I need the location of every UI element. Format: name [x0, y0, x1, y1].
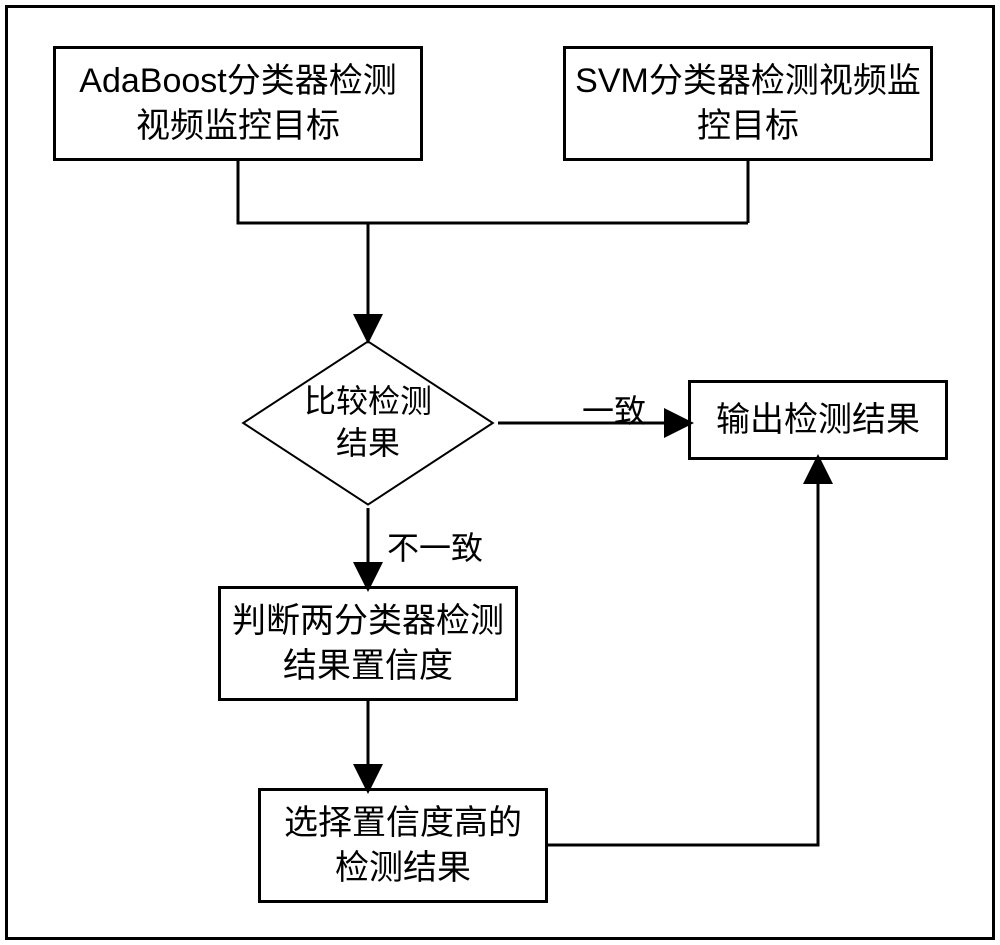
node-compare-label: 比较检测 结果	[304, 381, 432, 464]
node-select: 选择置信度高的检测结果	[258, 788, 548, 903]
node-confidence-label: 判断两分类器检测结果置信度	[229, 599, 507, 687]
node-select-label: 选择置信度高的检测结果	[269, 801, 537, 889]
edge-label-inconsistent: 不一致	[383, 523, 487, 569]
node-adaboost: AdaBoost分类器检测视频监控目标	[53, 46, 423, 161]
node-compare: 比较检测 结果	[238, 338, 498, 508]
outer-frame: AdaBoost分类器检测视频监控目标 SVM分类器检测视频监控目标 比较检测 …	[5, 5, 995, 940]
node-confidence: 判断两分类器检测结果置信度	[218, 586, 518, 701]
node-output: 输出检测结果	[688, 380, 948, 460]
node-svm: SVM分类器检测视频监控目标	[563, 46, 933, 161]
node-svm-label: SVM分类器检测视频监控目标	[574, 59, 922, 147]
node-output-label: 输出检测结果	[716, 398, 920, 442]
node-adaboost-label: AdaBoost分类器检测视频监控目标	[64, 59, 412, 147]
edge-label-consistent: 一致	[578, 386, 650, 432]
